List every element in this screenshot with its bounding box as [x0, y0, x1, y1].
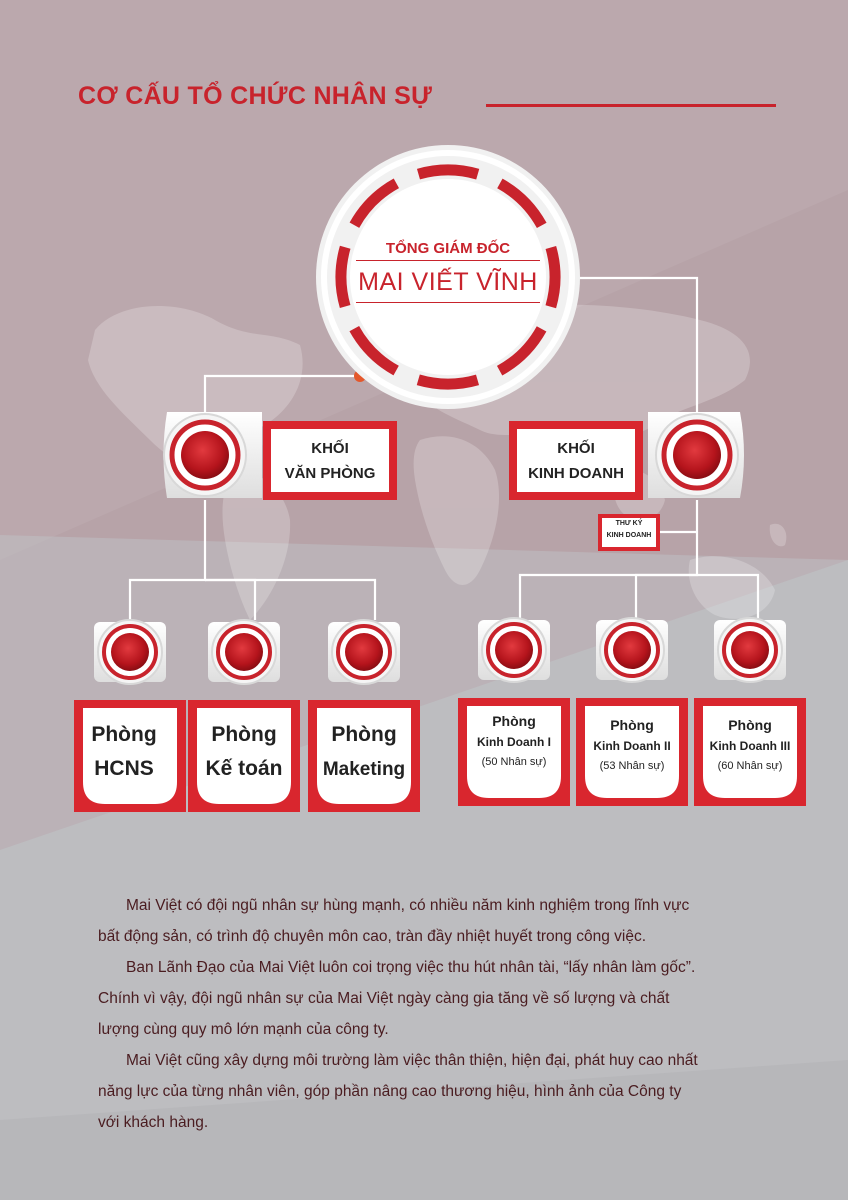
para3-line2: năng lực của từng nhân viên, góp phần nâ…	[98, 1083, 682, 1100]
ceo-divider-top	[356, 260, 540, 261]
ceo-title: TỔNG GIÁM ĐỐC	[385, 240, 511, 257]
para2-line1: Ban Lãnh Đạo của Mai Việt luôn coi trọng…	[126, 959, 696, 976]
dept-sales-1: Phòng Kinh Doanh I (50 Nhân sự)	[460, 710, 568, 772]
business-medallion	[648, 412, 744, 498]
dept-sales-2: Phòng Kinh Doanh II (53 Nhân sự)	[578, 714, 686, 776]
dept-accounting-line1: Phòng	[211, 723, 277, 746]
dept-sales-3-count: (60 Nhân sự)	[717, 760, 783, 772]
dept-marketing-line1: Phòng	[331, 723, 397, 746]
para3-line1: Mai Việt cũng xây dựng môi trường làm vi…	[126, 1052, 698, 1069]
dept-sales-3-line1: Phòng	[728, 717, 772, 733]
dept-hcns-line1: Phòng	[91, 723, 157, 746]
office-block-label: KHỐI VĂN PHÒNG	[271, 436, 389, 486]
dept-card-marketing	[308, 619, 420, 812]
para2-line2: Chính vì vậy, đội ngũ nhân sự của Mai Vi…	[98, 990, 670, 1007]
office-block-line1: KHỐI	[311, 440, 349, 457]
dept-hcns-line2: HCNS	[94, 757, 154, 780]
dept-card-accounting	[188, 619, 300, 812]
office-block-line2: VĂN PHÒNG	[284, 465, 376, 482]
dept-card-sales-3	[694, 617, 806, 806]
page-title: CƠ CẤU TỔ CHỨC NHÂN SỰ	[78, 82, 433, 110]
business-block-line1: KHỐI	[557, 440, 595, 457]
dept-marketing: Phòng Maketing	[308, 718, 420, 787]
secretary-line2: KINH DOANH	[606, 532, 652, 539]
dept-card-sales-1	[458, 617, 570, 806]
business-block-line2: KINH DOANH	[528, 465, 624, 482]
para2-line3: lượng cùng quy mô lớn mạnh của công ty.	[98, 1021, 389, 1038]
dept-card-sales-2	[576, 617, 688, 806]
dept-sales-1-line1: Phòng	[492, 713, 536, 729]
para1-line1: Mai Việt có đội ngũ nhân sự hùng mạnh, c…	[126, 897, 690, 914]
ceo-name: MAI VIẾT VĨNH	[358, 268, 538, 296]
dept-sales-3-line2: Kinh Doanh III	[709, 739, 791, 753]
business-block-label: KHỐI KINH DOANH	[517, 436, 635, 486]
dept-sales-3: Phòng Kinh Doanh III (60 Nhân sự)	[696, 714, 804, 776]
dept-sales-1-count: (50 Nhân sự)	[481, 756, 547, 768]
title-rule	[486, 104, 776, 107]
para3-line3: với khách hàng.	[98, 1114, 209, 1131]
dept-accounting-line2: Kế toán	[205, 757, 283, 780]
dept-sales-2-line1: Phòng	[610, 717, 654, 733]
dept-marketing-line2: Maketing	[322, 759, 406, 780]
secretary-label: THƯ KÝ KINH DOANH	[600, 518, 658, 542]
dept-sales-1-line2: Kinh Doanh I	[477, 735, 551, 749]
dept-card-hcns	[74, 619, 186, 812]
para1-line2: bất động sản, có trình độ chuyên môn cao…	[98, 928, 647, 945]
dept-hcns: Phòng HCNS	[68, 718, 180, 786]
body-text: Mai Việt có đội ngũ nhân sự hùng mạnh, c…	[98, 890, 778, 1138]
ceo-divider-bottom	[356, 302, 540, 303]
ceo-circle	[316, 145, 580, 409]
dept-sales-2-count: (53 Nhân sự)	[599, 760, 665, 772]
dept-accounting: Phòng Kế toán	[188, 718, 300, 786]
office-medallion	[163, 412, 262, 498]
secretary-line1: THƯ KÝ	[615, 520, 643, 527]
dept-sales-2-line2: Kinh Doanh II	[593, 739, 671, 753]
